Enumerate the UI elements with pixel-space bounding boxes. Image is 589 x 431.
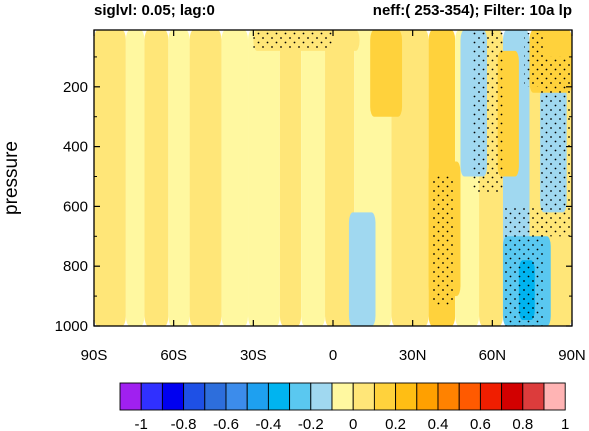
colorbar-label: 0.4 — [428, 416, 449, 431]
x-tick-label: 60S — [160, 347, 187, 364]
colorbar-box — [395, 382, 418, 411]
colorbar-label: 0.6 — [470, 416, 491, 431]
stipple-region — [502, 206, 546, 326]
colorbar-box — [161, 382, 185, 411]
field-band — [325, 30, 355, 326]
field-patch — [348, 212, 376, 326]
colorbar-box — [501, 382, 524, 411]
x-tick-label: 90S — [81, 347, 108, 364]
colorbar-box — [416, 382, 439, 411]
colorbar-box — [352, 382, 375, 411]
x-tick-label: 0 — [329, 347, 337, 364]
colorbar-box — [310, 382, 333, 411]
y-tick-label: 800 — [63, 258, 88, 275]
colorbar-box — [543, 382, 566, 411]
colorbar-label: 0.2 — [385, 416, 406, 431]
colorbar-label: -0.8 — [171, 416, 197, 431]
colorbar-box — [204, 382, 227, 411]
colorbar-box — [119, 382, 142, 411]
field-band — [301, 30, 326, 326]
colorbar-box — [140, 382, 163, 411]
field-band — [144, 30, 169, 326]
colorbar-box — [479, 382, 503, 411]
colorbar-box — [267, 382, 291, 411]
y-tick-label: 1000 — [55, 318, 88, 335]
colorbar-label: 1 — [561, 416, 569, 431]
x-tick-label: 60N — [479, 347, 507, 364]
colorbar-label: -0.2 — [298, 416, 324, 431]
colorbar-box — [246, 382, 269, 411]
x-axis: 90S 60S 30S 0 30N 60N 90N — [81, 30, 586, 364]
colorbar-label: -1 — [135, 416, 148, 431]
colorbar: -1 -0.8 -0.6 -0.4 -0.2 0 0.2 0.4 0.6 0.8 1 — [119, 382, 569, 431]
colorbar-box — [522, 382, 545, 411]
field-band — [125, 30, 145, 326]
colorbar-label: 0.8 — [512, 416, 533, 431]
field-band — [248, 30, 280, 326]
field-band — [94, 30, 126, 326]
y-tick-label: 200 — [63, 79, 88, 96]
field-band — [168, 30, 190, 326]
stipple-region — [471, 30, 503, 195]
field-band — [189, 30, 222, 326]
colorbar-box — [331, 382, 354, 411]
field-patch — [370, 30, 403, 117]
x-tick-label: 90N — [558, 347, 586, 364]
field-band — [279, 30, 302, 326]
field-band — [221, 30, 249, 326]
colorbar-box — [225, 382, 248, 411]
colorbar-box — [437, 382, 460, 411]
x-tick-label: 30S — [240, 347, 267, 364]
title-right: neff:( 253-354); Filter: 10a lp — [373, 2, 572, 19]
colorbar-label: -0.6 — [213, 416, 239, 431]
title-left: siglvl: 0.05; lag:0 — [94, 2, 215, 19]
y-tick-label: 600 — [63, 198, 88, 215]
colorbar-label: -0.4 — [255, 416, 281, 431]
x-tick-label: 30N — [399, 347, 427, 364]
colorbar-box — [183, 382, 206, 411]
colorbar-box — [289, 382, 312, 411]
colorbar-box — [373, 382, 397, 411]
colorbar-box — [458, 382, 481, 411]
stipple-region — [253, 30, 333, 48]
colorbar-label: 0 — [349, 416, 357, 431]
stipple-region — [431, 176, 456, 306]
y-tick-label: 400 — [63, 139, 88, 156]
stipple-region — [524, 32, 546, 87]
y-axis-label: pressure — [1, 141, 22, 215]
y-axis: 200 400 600 800 1000 — [55, 56, 572, 335]
